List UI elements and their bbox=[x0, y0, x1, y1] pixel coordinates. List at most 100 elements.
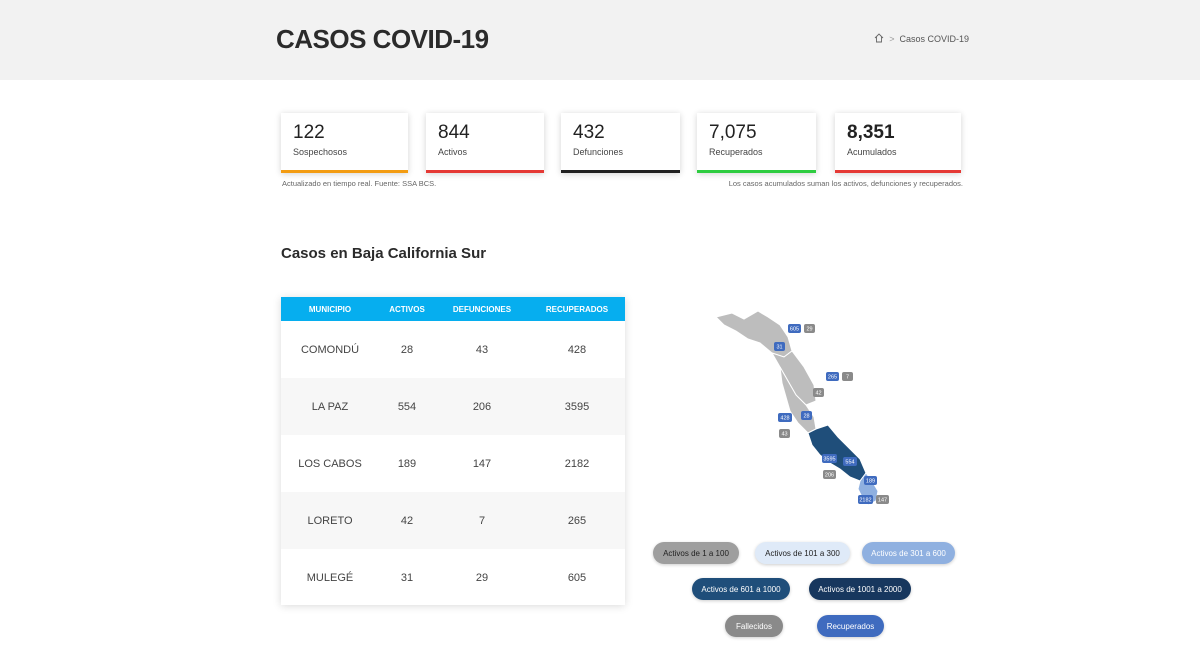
stat-card-defunciones: 432 Defunciones bbox=[561, 113, 680, 173]
section-title: Casos en Baja California Sur bbox=[281, 245, 487, 262]
stat-value: 844 bbox=[438, 122, 470, 143]
legend-activos-601-1000[interactable]: Activos de 601 a 1000 bbox=[692, 578, 790, 600]
map-badge bbox=[842, 372, 853, 381]
cell-recuperados: 265 bbox=[567, 514, 587, 527]
column-header: MUNICIPIO bbox=[308, 304, 352, 314]
map-badge bbox=[788, 324, 801, 333]
stat-color-bar bbox=[426, 170, 544, 173]
map-badge-label: 29 bbox=[806, 327, 812, 333]
map-badge bbox=[801, 411, 812, 420]
table-body: COMONDÚ 28 43 428 LA PAZ 554 206 3595 LO… bbox=[281, 321, 625, 606]
column-header: DEFUNCIONES bbox=[452, 304, 512, 314]
breadcrumb: > Casos COVID-19 bbox=[874, 33, 969, 45]
stats-cards: 122 Sospechosos 844 Activos 432 Defuncio… bbox=[281, 113, 963, 173]
accumulated-note: Los casos acumulados suman los activos, … bbox=[728, 179, 963, 188]
cell-recuperados: 605 bbox=[567, 571, 587, 584]
breadcrumb-separator: > bbox=[889, 34, 895, 44]
cell-recuperados: 3595 bbox=[564, 400, 590, 413]
map-badge-label: 605 bbox=[790, 327, 799, 333]
stat-card-recuperados: 7,075 Recuperados bbox=[697, 113, 816, 173]
stat-label: Acumulados bbox=[847, 147, 897, 157]
map-badge-label: 43 bbox=[781, 432, 787, 438]
cell-activos: 42 bbox=[400, 514, 414, 527]
stat-value: 7,075 bbox=[709, 122, 757, 143]
cell-defunciones: 29 bbox=[475, 571, 489, 584]
legend-activos-1-100[interactable]: Activos de 1 a 100 bbox=[653, 542, 739, 564]
breadcrumb-current: Casos COVID-19 bbox=[899, 34, 969, 44]
cell-activos: 31 bbox=[400, 571, 414, 584]
table-row: LORETO 42 7 265 bbox=[281, 492, 625, 549]
map-badge bbox=[778, 413, 792, 422]
update-note: Actualizado en tiempo real. Fuente: SSA … bbox=[282, 179, 437, 188]
map-badge-label: 3595 bbox=[823, 457, 835, 463]
map-badge-label: 206 bbox=[825, 473, 834, 479]
map-badge-label: 7 bbox=[846, 375, 849, 381]
map-badge bbox=[813, 388, 824, 397]
stat-card-activos: 844 Activos bbox=[426, 113, 544, 173]
stat-value: 8,351 bbox=[847, 122, 895, 143]
table-row: MULEGÉ 31 29 605 bbox=[281, 549, 625, 606]
table-header: MUNICIPIO ACTIVOS DEFUNCIONES RECUPERADO… bbox=[281, 297, 625, 321]
map-badge-label: 28 bbox=[803, 414, 809, 420]
page-header: CASOS COVID-19 > Casos COVID-19 bbox=[0, 0, 1200, 80]
table-row: LA PAZ 554 206 3595 bbox=[281, 378, 625, 435]
map-badge-label: 31 bbox=[776, 345, 782, 351]
stat-value: 122 bbox=[293, 122, 325, 143]
stat-label: Defunciones bbox=[573, 147, 624, 157]
map-badge bbox=[858, 495, 873, 504]
map-badge bbox=[779, 429, 790, 438]
stat-card-sospechosos: 122 Sospechosos bbox=[281, 113, 408, 173]
column-header: ACTIVOS bbox=[389, 304, 425, 314]
map-badge-label: 554 bbox=[845, 460, 854, 466]
cell-municipio: MULEGÉ bbox=[306, 571, 354, 584]
stat-value: 432 bbox=[573, 122, 605, 143]
home-icon[interactable] bbox=[874, 33, 884, 45]
table-row: COMONDÚ 28 43 428 bbox=[281, 321, 625, 378]
map-badge bbox=[822, 454, 837, 463]
cell-defunciones: 7 bbox=[478, 514, 486, 527]
legend-activos-301-600[interactable]: Activos de 301 a 600 bbox=[862, 542, 955, 564]
bcs-map: 605 29 31 265 7 42 428 28 43 3595 554 20… bbox=[715, 310, 889, 506]
legend-activos-101-300[interactable]: Activos de 101 a 300 bbox=[755, 542, 850, 564]
map-region-la-paz[interactable] bbox=[807, 424, 867, 482]
map-badge-label: 428 bbox=[780, 416, 789, 422]
stat-color-bar bbox=[835, 170, 961, 173]
cell-defunciones: 147 bbox=[472, 457, 492, 470]
cell-municipio: LORETO bbox=[307, 514, 353, 527]
stat-label: Sospechosos bbox=[293, 147, 348, 157]
map-badge-label: 147 bbox=[878, 498, 887, 504]
cell-municipio: LA PAZ bbox=[311, 400, 349, 413]
map-badge bbox=[804, 324, 815, 333]
stat-color-bar bbox=[697, 170, 816, 173]
map-badge-label: 2182 bbox=[859, 498, 871, 504]
map-badge bbox=[864, 476, 877, 485]
column-header: RECUPERADOS bbox=[545, 304, 609, 314]
cell-defunciones: 43 bbox=[475, 343, 489, 356]
stat-color-bar bbox=[561, 170, 680, 173]
cell-recuperados: 2182 bbox=[564, 457, 590, 470]
cell-activos: 189 bbox=[397, 457, 417, 470]
cell-activos: 28 bbox=[400, 343, 414, 356]
legend-activos-1001-2000[interactable]: Activos de 1001 a 2000 bbox=[809, 578, 911, 600]
cases-table: MUNICIPIO ACTIVOS DEFUNCIONES RECUPERADO… bbox=[281, 297, 625, 605]
legend-recuperados[interactable]: Recuperados bbox=[817, 615, 884, 637]
stat-label: Activos bbox=[438, 147, 468, 157]
map-badge bbox=[843, 457, 857, 466]
map-badge bbox=[826, 372, 839, 381]
page-title: CASOS COVID-19 bbox=[276, 24, 489, 54]
cell-defunciones: 206 bbox=[472, 400, 492, 413]
cell-recuperados: 428 bbox=[567, 343, 587, 356]
map-badge-label: 42 bbox=[815, 391, 821, 397]
legend-fallecidos[interactable]: Fallecidos bbox=[725, 615, 783, 637]
stat-card-acumulados: 8,351 Acumulados bbox=[835, 113, 961, 173]
cell-municipio: LOS CABOS bbox=[298, 457, 362, 470]
map-badge-label: 265 bbox=[828, 375, 837, 381]
stat-color-bar bbox=[281, 170, 408, 173]
cell-municipio: COMONDÚ bbox=[300, 343, 360, 356]
map-badge bbox=[823, 470, 836, 479]
map-badge-label: 189 bbox=[866, 479, 875, 485]
map-badge bbox=[774, 342, 785, 351]
map-badge bbox=[876, 495, 889, 504]
cell-activos: 554 bbox=[397, 400, 417, 413]
table-row: LOS CABOS 189 147 2182 bbox=[281, 435, 625, 492]
